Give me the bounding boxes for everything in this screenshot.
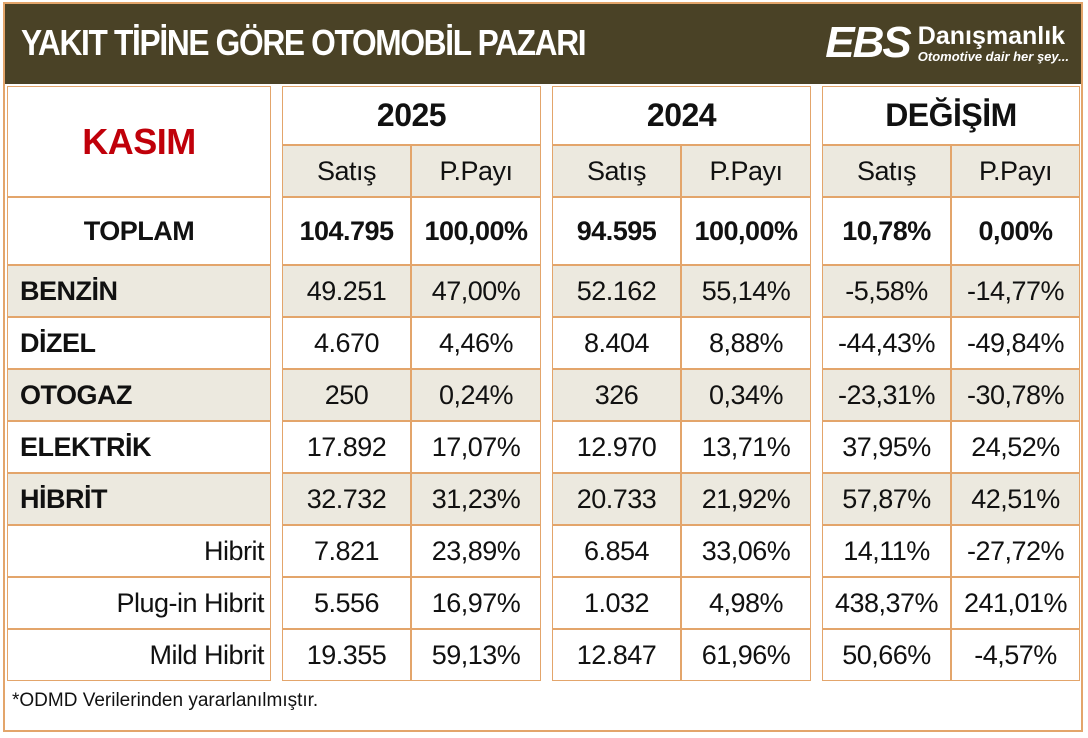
table-cell: 7.821 [282,525,411,577]
table-cell: 31,23% [411,473,541,525]
header-bar: YAKIT TİPİNE GÖRE OTOMOBİL PAZARI EBS Da… [5,4,1081,84]
table-cell: -14,77% [951,265,1080,317]
row-label: HİBRİT [7,473,271,525]
table-cell: 33,06% [681,525,811,577]
group-header: 2025 [282,86,541,145]
table-cell: 100,00% [411,197,541,265]
row-label: OTOGAZ [7,369,271,421]
table-cell: 5.556 [282,577,411,629]
row-label: BENZİN [7,265,271,317]
table-cell: 0,34% [681,369,811,421]
table-cell: -30,78% [951,369,1080,421]
row-label: TOPLAM [7,197,271,265]
table-cell: 23,89% [411,525,541,577]
table-cell: 37,95% [822,421,951,473]
logo-slogan: Otomotive dair her şey... [917,48,1069,64]
table-cell: 0,24% [411,369,541,421]
table-cell: -49,84% [951,317,1080,369]
table-cell: 250 [282,369,411,421]
table-cell: 4,98% [681,577,811,629]
logo-brand: Danışmanlık [917,21,1066,50]
table-cell: 32.732 [282,473,411,525]
table-cell: 4,46% [411,317,541,369]
table-cell: 52.162 [552,265,681,317]
table-cell: 1.032 [552,577,681,629]
row-label: Mild Hibrit [7,629,271,681]
period-label: KASIM [7,86,271,197]
table-cell: 8,88% [681,317,811,369]
table-cell: 10,78% [822,197,951,265]
table-cell: 19.355 [282,629,411,681]
row-label: Hibrit [7,525,271,577]
table-cell: 61,96% [681,629,811,681]
table-cell: 49.251 [282,265,411,317]
table-cell: 14,11% [822,525,951,577]
column-header: Satış [552,145,681,197]
table-cell: 42,51% [951,473,1080,525]
row-label: ELEKTRİK [7,421,271,473]
column-header: Satış [282,145,411,197]
table-cell: 8.404 [552,317,681,369]
table-cell: 13,71% [681,421,811,473]
table-cell: 241,01% [951,577,1080,629]
table-cell: 55,14% [681,265,811,317]
table-cell: 100,00% [681,197,811,265]
table-cell: 20.733 [552,473,681,525]
table-cell: 21,92% [681,473,811,525]
table-cell: 24,52% [951,421,1080,473]
table-cell: -5,58% [822,265,951,317]
row-label: Plug-in Hibrit [7,577,271,629]
column-header: P.Payı [681,145,811,197]
table-cell: 438,37% [822,577,951,629]
column-header: P.Payı [411,145,541,197]
table-cell: 94.595 [552,197,681,265]
table-cell: 4.670 [282,317,411,369]
table-cell: 326 [552,369,681,421]
table-cell: 16,97% [411,577,541,629]
table-cell: 47,00% [411,265,541,317]
table-cell: 57,87% [822,473,951,525]
table-cell: 104.795 [282,197,411,265]
group-header: DEĞİŞİM [822,86,1080,145]
table-frame [3,2,1083,732]
group-header: 2024 [552,86,811,145]
logo-mark: EBS [825,18,911,67]
table-cell: 17,07% [411,421,541,473]
table-cell: 59,13% [411,629,541,681]
logo: EBS Danışmanlık Otomotive dair her şey..… [825,18,1069,68]
page-title: YAKIT TİPİNE GÖRE OTOMOBİL PAZARI [21,22,587,63]
column-header: P.Payı [951,145,1080,197]
table-cell: 12.847 [552,629,681,681]
table-cell: 17.892 [282,421,411,473]
table-cell: 50,66% [822,629,951,681]
footnote: *ODMD Verilerinden yararlanılmıştır. [12,690,319,711]
table-cell: -4,57% [951,629,1080,681]
table-cell: -44,43% [822,317,951,369]
row-label: DİZEL [7,317,271,369]
table-cell: 0,00% [951,197,1080,265]
table-cell: 12.970 [552,421,681,473]
table-cell: -23,31% [822,369,951,421]
table-cell: 6.854 [552,525,681,577]
column-header: Satış [822,145,951,197]
table-cell: -27,72% [951,525,1080,577]
